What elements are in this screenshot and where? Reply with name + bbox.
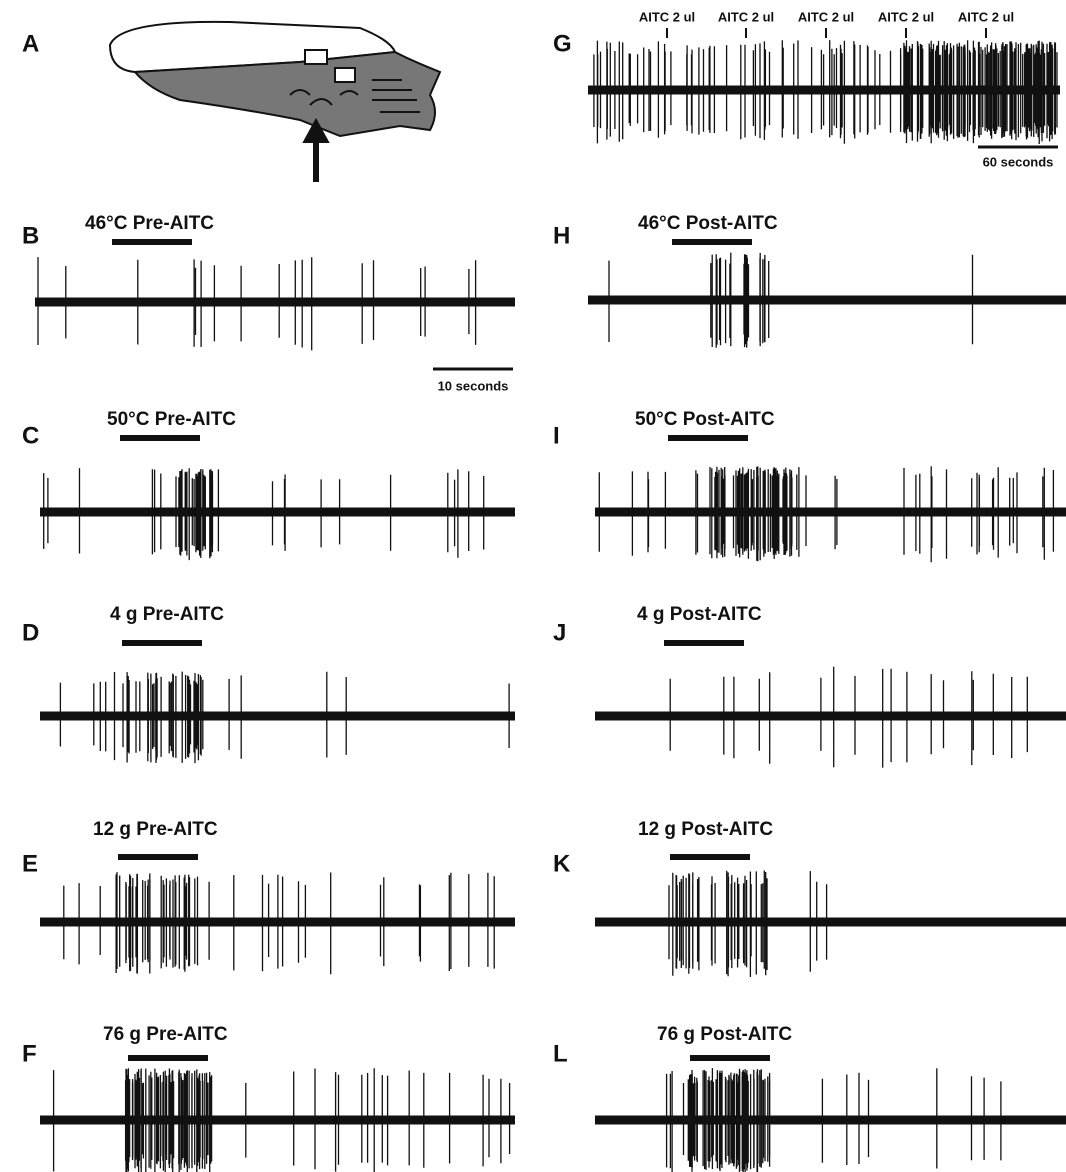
aitc-annotation: AITC 2 ul xyxy=(878,9,934,24)
spike-train xyxy=(598,466,1055,563)
stimulus-label: 4 g Post-AITC xyxy=(637,604,762,625)
panel-letter: F xyxy=(22,1040,37,1067)
stimulus-label: 4 g Pre-AITC xyxy=(110,604,224,625)
panel-letter: E xyxy=(22,850,38,877)
panel-letter: L xyxy=(553,1040,568,1067)
spike-train xyxy=(668,870,828,977)
stimulus-label: 46°C Post-AITC xyxy=(638,213,778,234)
panel-letter: H xyxy=(553,222,570,249)
aitc-annotation: AITC 2 ul xyxy=(718,9,774,24)
panel-letter: A xyxy=(22,30,39,57)
stimulus-label: 50°C Post-AITC xyxy=(635,409,775,430)
panel-letter: D xyxy=(22,619,39,646)
spike-train xyxy=(43,468,485,561)
panel-letter: J xyxy=(553,619,566,646)
spike-train xyxy=(63,872,495,975)
aitc-annotation: AITC 2 ul xyxy=(639,9,695,24)
aitc-annotation: AITC 2 ul xyxy=(798,9,854,24)
spike-train xyxy=(608,252,974,348)
panel-letter: G xyxy=(553,30,572,57)
scale-bar-label: 60 seconds xyxy=(983,154,1054,169)
spike-train xyxy=(52,1068,511,1172)
spike-train xyxy=(37,257,477,351)
stimulus-label: 50°C Pre-AITC xyxy=(107,409,236,430)
spike-train xyxy=(665,1068,1002,1172)
stimulus-label: 76 g Pre-AITC xyxy=(103,1024,228,1045)
aitc-annotation: AITC 2 ul xyxy=(958,9,1014,24)
stimulus-label: 46°C Pre-AITC xyxy=(85,213,214,234)
spike-train xyxy=(669,666,1028,768)
spike-train xyxy=(59,671,510,764)
stimulus-label: 12 g Post-AITC xyxy=(638,819,773,840)
stimulus-label: 12 g Pre-AITC xyxy=(93,819,218,840)
panel-letter: I xyxy=(553,422,560,449)
panel-letter: C xyxy=(22,422,39,449)
stimulus-label: 76 g Post-AITC xyxy=(657,1024,792,1045)
scale-bar-label: 10 seconds xyxy=(438,378,509,393)
spike-train xyxy=(593,40,1058,144)
foot-drawing xyxy=(108,20,442,182)
panel-letter: K xyxy=(553,850,571,877)
panel-letter: B xyxy=(22,222,39,249)
